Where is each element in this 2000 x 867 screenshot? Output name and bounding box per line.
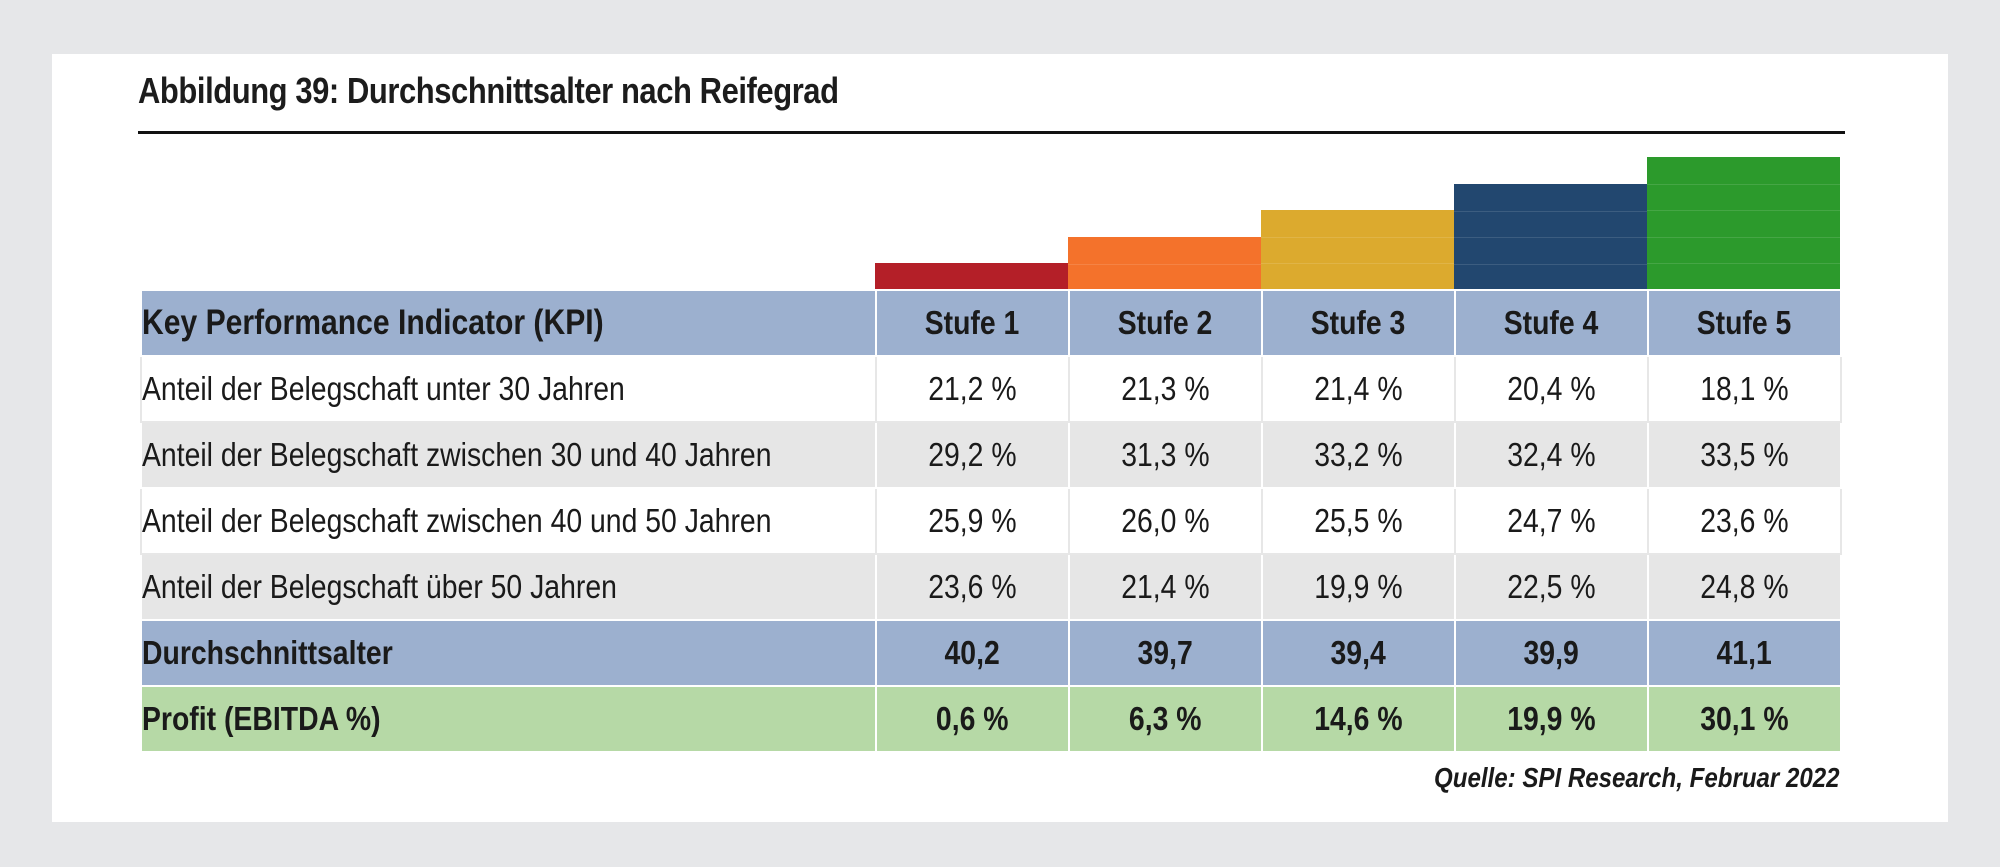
column-header-stufe-5: Stufe 5 xyxy=(1647,289,1842,357)
table-cell: 23,6 % xyxy=(1647,487,1842,555)
table-cell: 25,9 % xyxy=(875,487,1070,555)
table-cell: 40,2 xyxy=(875,619,1070,687)
table-cell: 24,8 % xyxy=(1647,553,1842,621)
row-label: Durchschnittsalter xyxy=(140,619,877,687)
table-row: Anteil der Belegschaft über 50 Jahren 23… xyxy=(140,553,1842,621)
table-row: Anteil der Belegschaft zwischen 40 und 5… xyxy=(140,487,1842,555)
table-cell: 39,7 xyxy=(1068,619,1263,687)
row-label: Anteil der Belegschaft zwischen 30 und 4… xyxy=(140,421,877,489)
table-cell: 23,6 % xyxy=(875,553,1070,621)
table-cell: 19,9 % xyxy=(1261,553,1456,621)
table-cell: 21,4 % xyxy=(1261,355,1456,423)
row-label: Anteil der Belegschaft über 50 Jahren xyxy=(140,553,877,621)
row-label: Anteil der Belegschaft unter 30 Jahren xyxy=(140,355,877,423)
column-header-stufe-3: Stufe 3 xyxy=(1261,289,1456,357)
table-cell: 6,3 % xyxy=(1068,685,1263,753)
source-note: Quelle: SPI Research, Februar 2022 xyxy=(1434,762,1840,793)
step-band-line xyxy=(1647,263,1840,264)
table-cell: 30,1 % xyxy=(1647,685,1842,753)
table-header-row: Key Performance Indicator (KPI) Stufe 1 … xyxy=(140,289,1842,357)
step-band-line xyxy=(1454,237,1647,238)
table-cell: 24,7 % xyxy=(1454,487,1649,555)
step-band-line xyxy=(1068,264,1261,265)
table-cell: 25,5 % xyxy=(1261,487,1456,555)
step-band-line xyxy=(1454,211,1647,212)
step-band-line xyxy=(1647,210,1840,211)
table-cell: 33,2 % xyxy=(1261,421,1456,489)
table-cell: 39,9 xyxy=(1454,619,1649,687)
table-cell: 19,9 % xyxy=(1454,685,1649,753)
table-cell: 22,5 % xyxy=(1454,553,1649,621)
average-age-row: Durchschnittsalter 40,2 39,7 39,4 39,9 4… xyxy=(140,619,1842,687)
table-cell: 31,3 % xyxy=(1068,421,1263,489)
table-cell: 0,6 % xyxy=(875,685,1070,753)
step-band-line xyxy=(1261,263,1454,264)
step-5-block xyxy=(1647,157,1840,290)
table-cell: 29,2 % xyxy=(875,421,1070,489)
step-band-line xyxy=(1261,237,1454,238)
column-header-stufe-1: Stufe 1 xyxy=(875,289,1070,357)
table-cell: 21,2 % xyxy=(875,355,1070,423)
table-cell: 41,1 xyxy=(1647,619,1842,687)
step-band-line xyxy=(1647,237,1840,238)
title-divider xyxy=(138,131,1845,134)
table-cell: 33,5 % xyxy=(1647,421,1842,489)
row-label: Profit (EBITDA %) xyxy=(140,685,877,753)
figure-title: Abbildung 39: Durchschnittsalter nach Re… xyxy=(138,70,839,111)
step-3-block xyxy=(1261,210,1454,290)
step-2-block xyxy=(1068,237,1261,290)
row-label: Anteil der Belegschaft zwischen 40 und 5… xyxy=(140,487,877,555)
step-1-block xyxy=(875,263,1068,290)
table-cell: 18,1 % xyxy=(1647,355,1842,423)
table-cell: 21,3 % xyxy=(1068,355,1263,423)
table-cell: 32,4 % xyxy=(1454,421,1649,489)
profit-row: Profit (EBITDA %) 0,6 % 6,3 % 14,6 % 19,… xyxy=(140,685,1842,753)
step-4-block xyxy=(1454,184,1647,290)
kpi-table: Key Performance Indicator (KPI) Stufe 1 … xyxy=(140,289,1842,753)
table-row: Anteil der Belegschaft zwischen 30 und 4… xyxy=(140,421,1842,489)
table-cell: 21,4 % xyxy=(1068,553,1263,621)
table-cell: 20,4 % xyxy=(1454,355,1649,423)
table-cell: 26,0 % xyxy=(1068,487,1263,555)
kpi-column-header: Key Performance Indicator (KPI) xyxy=(140,289,877,357)
column-header-stufe-4: Stufe 4 xyxy=(1454,289,1649,357)
table-row: Anteil der Belegschaft unter 30 Jahren 2… xyxy=(140,355,1842,423)
column-header-stufe-2: Stufe 2 xyxy=(1068,289,1263,357)
step-band-line xyxy=(1647,184,1840,185)
step-band-line xyxy=(1454,264,1647,265)
table-cell: 39,4 xyxy=(1261,619,1456,687)
table-cell: 14,6 % xyxy=(1261,685,1456,753)
